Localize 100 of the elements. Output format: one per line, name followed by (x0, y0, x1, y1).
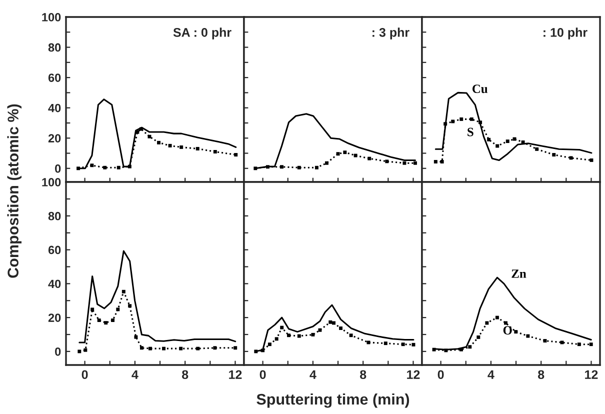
x-tick-label: 8 (182, 370, 188, 380)
x-tick-label: 0 (260, 370, 266, 380)
point (590, 158, 594, 162)
point (434, 160, 438, 164)
point (560, 340, 564, 344)
point (297, 166, 301, 170)
x-tick-label: 4 (488, 370, 494, 379)
x-tick-label: 0 (438, 370, 444, 380)
y-tick-label: 40 (48, 280, 61, 288)
point (343, 150, 347, 154)
point (506, 140, 510, 144)
y-tick-label: 80 (48, 212, 61, 220)
point (366, 340, 370, 344)
point (478, 120, 482, 124)
x-tick-label: 12 (407, 370, 420, 379)
point (122, 290, 126, 294)
point (180, 145, 184, 149)
point (589, 342, 593, 346)
series-label: Cu (472, 84, 488, 94)
point (287, 334, 290, 338)
point (136, 130, 140, 134)
point (552, 153, 556, 156)
y-tick-label: 0 (55, 347, 61, 356)
y-tick-label: 60 (48, 74, 61, 82)
point (140, 346, 144, 350)
series-label: Zn (512, 270, 526, 278)
point (485, 321, 489, 325)
point (451, 120, 455, 124)
point (413, 161, 417, 165)
point (280, 165, 284, 169)
point (76, 166, 80, 170)
point (179, 346, 183, 350)
point (261, 348, 265, 352)
point (318, 328, 322, 332)
point (311, 332, 315, 336)
point (349, 334, 353, 338)
point (139, 127, 143, 131)
point (440, 160, 444, 164)
y-axis-title: Composition (atomic %) (7, 104, 22, 278)
point (402, 161, 406, 165)
point (128, 164, 132, 168)
point (384, 342, 388, 346)
point (266, 165, 270, 169)
point (274, 337, 278, 341)
point (103, 166, 107, 170)
point (84, 348, 88, 352)
point (470, 117, 474, 121)
x-tick-label: 4 (132, 370, 138, 379)
point (162, 346, 166, 350)
point (385, 160, 389, 164)
point (78, 350, 82, 354)
point (168, 144, 172, 148)
point (569, 156, 573, 160)
x-tick-label: 4 (310, 370, 316, 379)
point (157, 140, 160, 144)
point (134, 335, 138, 339)
point (116, 166, 120, 170)
y-tick-label: 20 (48, 314, 61, 322)
y-tick-label: 80 (48, 43, 61, 52)
point (432, 348, 436, 352)
point (213, 150, 217, 154)
point (336, 152, 340, 156)
point (444, 122, 448, 126)
x-axis-title: Sputtering time (min) (256, 393, 410, 408)
point (339, 326, 343, 330)
y-tick-label: 40 (48, 104, 61, 112)
point (496, 144, 500, 148)
series-label: O (503, 326, 512, 335)
y-tick-label: 100 (42, 178, 61, 186)
y-tick-label: 100 (42, 13, 61, 22)
point (535, 147, 539, 151)
point (521, 140, 525, 144)
x-tick-label: 0 (82, 370, 88, 380)
point (90, 308, 94, 312)
point (401, 342, 405, 346)
point (314, 166, 318, 170)
point (495, 316, 499, 320)
series-label: S (468, 128, 474, 136)
point (111, 318, 114, 322)
point (213, 346, 217, 350)
point (234, 153, 238, 156)
point (280, 326, 284, 330)
point (90, 164, 94, 168)
y-tick-label: 0 (55, 164, 61, 173)
point (97, 318, 101, 322)
point (328, 320, 332, 324)
point (577, 342, 581, 346)
point (148, 346, 152, 350)
y-tick-label: 60 (48, 246, 61, 254)
point (412, 342, 416, 346)
point (234, 346, 238, 350)
point (254, 166, 258, 170)
point (476, 335, 480, 339)
point (128, 304, 132, 308)
point (487, 138, 491, 142)
point (514, 330, 518, 334)
point (116, 308, 120, 312)
point (254, 350, 258, 354)
point (543, 339, 547, 343)
annotation: : 3 phr (372, 28, 410, 40)
